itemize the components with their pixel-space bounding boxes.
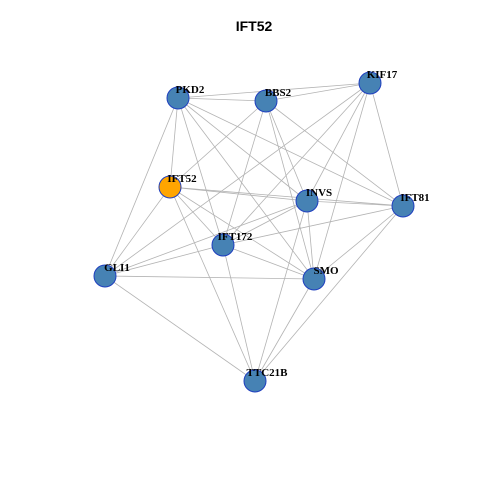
node-label: SMO xyxy=(313,265,339,277)
node xyxy=(358,71,382,95)
edge xyxy=(254,200,308,382)
edge xyxy=(265,100,315,280)
node xyxy=(302,267,326,291)
edge xyxy=(222,205,404,246)
edge xyxy=(222,82,371,246)
node-label: IFT52 xyxy=(167,173,197,185)
node xyxy=(391,194,415,218)
edges xyxy=(104,82,404,382)
edge xyxy=(254,205,404,382)
edge xyxy=(369,82,404,207)
node-label: KIF17 xyxy=(367,69,398,81)
node-label: BBS2 xyxy=(265,87,292,99)
edge xyxy=(104,244,224,277)
edge xyxy=(169,186,315,280)
edge xyxy=(169,100,267,188)
node xyxy=(243,369,267,393)
edge xyxy=(222,100,267,246)
edge xyxy=(104,275,256,382)
edge xyxy=(313,205,404,280)
edge xyxy=(265,100,404,207)
edge xyxy=(265,100,308,202)
edge xyxy=(177,82,371,99)
edge xyxy=(169,97,179,188)
edge xyxy=(177,97,308,202)
node-label: INVS xyxy=(306,187,332,199)
node xyxy=(254,89,278,113)
node xyxy=(295,189,319,213)
edge xyxy=(169,186,256,382)
edge xyxy=(306,200,404,207)
node-label: GLI1 xyxy=(104,262,130,274)
edge xyxy=(222,244,256,382)
node-label: PKD2 xyxy=(176,84,205,96)
node-label: IFT172 xyxy=(218,231,253,243)
edge xyxy=(177,97,224,246)
title: IFT52 xyxy=(236,18,273,34)
edge xyxy=(222,200,308,246)
nodes: PKD2 BBS2 KIF17 IFT52 INVS IFT81 IFT172 GLI1 SMO… xyxy=(93,69,430,393)
edge xyxy=(313,82,371,280)
node xyxy=(166,86,190,110)
node xyxy=(93,264,117,288)
node-label: IFT81 xyxy=(400,192,429,204)
edge xyxy=(177,97,267,102)
edge xyxy=(306,82,371,202)
edge xyxy=(306,200,315,280)
edge xyxy=(104,82,371,277)
edge xyxy=(265,82,371,102)
edge xyxy=(169,186,404,207)
edge xyxy=(222,244,315,280)
edge xyxy=(104,186,171,277)
node xyxy=(158,175,182,199)
edge xyxy=(169,186,308,202)
edge xyxy=(104,275,315,280)
node-label: TTC21B xyxy=(247,367,289,379)
edge xyxy=(177,97,404,207)
node xyxy=(211,233,235,257)
edge xyxy=(104,200,308,277)
edge xyxy=(104,97,179,277)
edge xyxy=(254,278,315,382)
edge xyxy=(177,97,315,280)
